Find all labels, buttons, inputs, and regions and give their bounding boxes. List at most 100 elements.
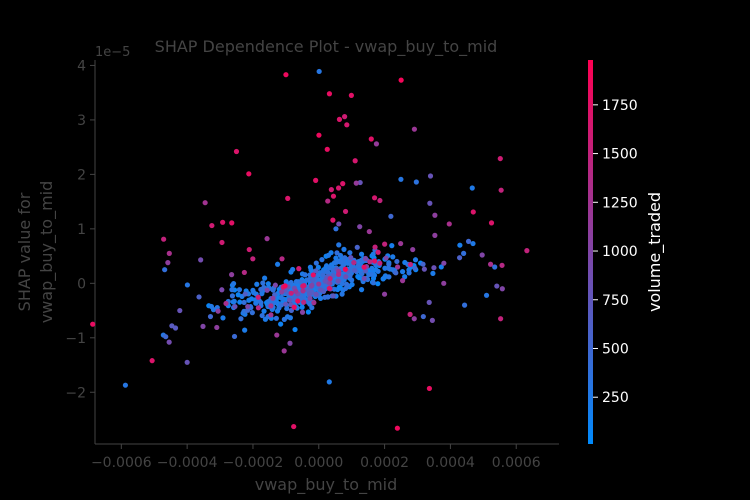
scatter-point xyxy=(411,126,417,132)
scatter-point xyxy=(333,226,339,232)
scatter-point xyxy=(246,246,252,253)
scatter-point xyxy=(313,268,319,274)
scatter-point xyxy=(177,307,183,314)
scatter-point xyxy=(354,244,360,250)
scatter-point xyxy=(394,425,400,431)
scatter-point xyxy=(245,303,251,310)
scatter-point xyxy=(229,287,235,293)
scatter-point xyxy=(389,243,395,249)
scatter-point xyxy=(293,288,299,294)
scatter-point xyxy=(381,291,388,297)
scatter-point xyxy=(377,260,383,266)
scatter-point xyxy=(327,280,333,286)
scatter-point xyxy=(231,298,237,304)
scatter-point xyxy=(333,259,340,265)
scatter-point xyxy=(270,287,276,293)
scatter-point xyxy=(421,266,427,272)
scatter-point xyxy=(393,270,399,276)
scatter-point xyxy=(446,221,452,227)
scatter-point xyxy=(149,358,155,364)
x-tick-label: 0.0006 xyxy=(492,455,541,471)
scatter-point xyxy=(342,114,348,120)
scatter-point xyxy=(357,224,363,230)
scatter-point xyxy=(366,228,372,235)
scatter-point xyxy=(300,288,306,294)
scatter-point xyxy=(339,291,345,297)
scatter-point xyxy=(334,250,340,256)
scatter-point xyxy=(316,132,322,138)
scatter-point xyxy=(261,308,267,314)
scatter-point xyxy=(426,299,432,305)
scatter-point xyxy=(352,158,358,164)
scatter-point xyxy=(399,278,406,284)
scatter-point xyxy=(288,290,294,296)
scatter-point xyxy=(347,273,353,279)
scatter-point xyxy=(219,287,225,293)
scatter-point xyxy=(487,261,494,267)
scatter-point xyxy=(330,217,336,223)
scatter-point xyxy=(313,291,319,297)
scatter-point xyxy=(338,259,344,265)
y-tick-label: 4 xyxy=(77,58,86,74)
scatter-point xyxy=(383,255,389,261)
scatter-point xyxy=(386,261,392,267)
scatter-point xyxy=(291,423,297,430)
scatter-point xyxy=(238,316,244,322)
scatter-point xyxy=(367,259,373,265)
scatter-point xyxy=(298,279,304,285)
scatter-point xyxy=(309,277,316,284)
scatter-point xyxy=(492,264,498,270)
y-axis-label-line1: SHAP value for xyxy=(15,192,34,311)
scatter-point xyxy=(214,324,220,331)
scatter-point xyxy=(198,257,204,263)
scatter-points xyxy=(90,68,530,431)
y-axis-offset-label: 1e−5 xyxy=(95,45,130,60)
scatter-point xyxy=(241,299,247,305)
scatter-point xyxy=(441,280,447,286)
scatter-point xyxy=(412,265,418,271)
scatter-point xyxy=(429,317,435,323)
scatter-point xyxy=(307,264,313,270)
scatter-point xyxy=(342,208,349,215)
scatter-point xyxy=(359,271,365,277)
scatter-point xyxy=(307,301,313,307)
scatter-point xyxy=(166,339,172,345)
scatter-point xyxy=(259,312,265,319)
scatter-point xyxy=(340,181,346,187)
scatter-point xyxy=(311,300,317,306)
scatter-point xyxy=(373,141,380,147)
scatter-point xyxy=(498,187,504,193)
scatter-point xyxy=(366,272,372,278)
scatter-point xyxy=(249,310,255,316)
scatter-point xyxy=(309,282,315,288)
scatter-point xyxy=(245,307,251,313)
scatter-point xyxy=(278,321,284,327)
scatter-point xyxy=(313,260,319,266)
scatter-point xyxy=(282,283,288,289)
scatter-point xyxy=(305,309,311,315)
y-tick-label: 0 xyxy=(77,276,86,292)
scatter-point xyxy=(398,176,404,182)
scatter-point xyxy=(372,244,378,250)
scatter-point xyxy=(342,285,349,292)
scatter-point xyxy=(385,265,391,271)
scatter-point xyxy=(330,293,336,299)
scatter-point xyxy=(431,265,437,271)
y-tick-label: 1 xyxy=(77,222,86,238)
scatter-point xyxy=(498,316,504,322)
scatter-point xyxy=(326,285,332,292)
y-tick-label: 3 xyxy=(77,113,86,129)
scatter-point xyxy=(241,269,247,276)
scatter-point xyxy=(279,289,285,295)
x-tick-label: 0.0002 xyxy=(360,455,409,471)
scatter-point xyxy=(375,249,381,255)
scatter-point xyxy=(412,257,419,263)
scatter-point xyxy=(220,315,226,321)
scatter-point xyxy=(325,294,331,300)
colorbar-tick-label: 1750 xyxy=(602,98,638,114)
scatter-point xyxy=(461,250,467,256)
scatter-point xyxy=(283,301,289,307)
scatter-point xyxy=(499,286,505,292)
scatter-point xyxy=(465,238,472,244)
